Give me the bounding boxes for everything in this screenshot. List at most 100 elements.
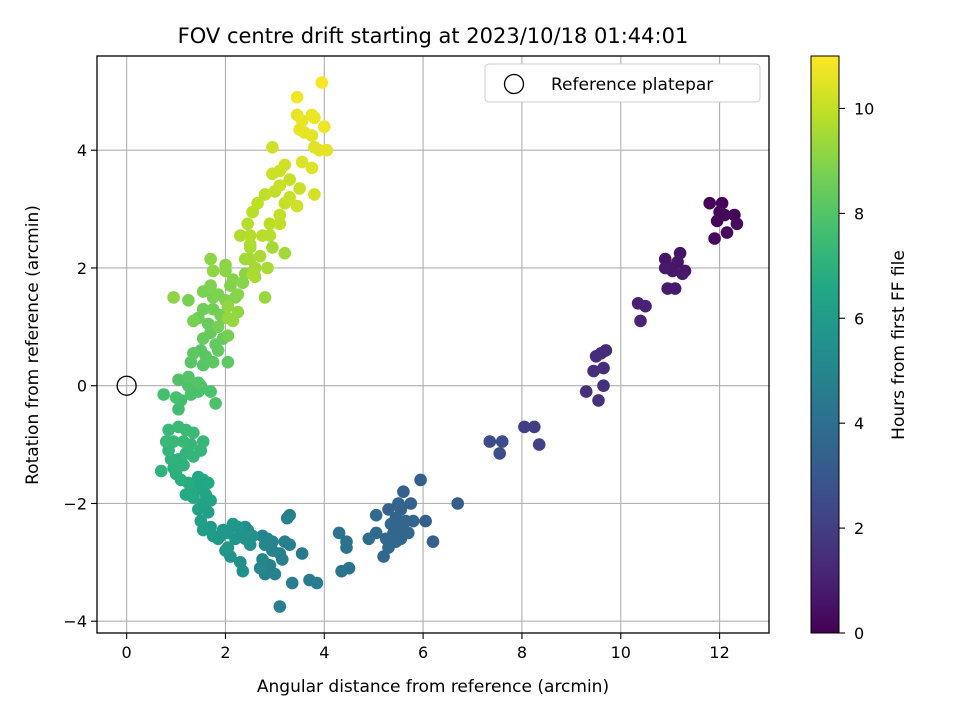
data-point [243,229,257,242]
data-point [266,241,279,254]
data-point [483,435,497,448]
data-point [703,196,716,210]
data-point [318,120,331,133]
data-point [713,205,726,219]
data-point [273,217,287,231]
data-point [730,217,744,231]
data-points [154,76,744,613]
data-point [201,317,215,331]
data-point [305,161,319,175]
data-point [528,420,541,434]
data-point [246,529,259,543]
data-point [283,191,297,204]
data-point [362,532,376,546]
reference-platepar-marker [116,375,137,396]
y-tick-label: 2 [77,259,87,278]
data-point [221,329,235,343]
data-point [273,208,287,222]
data-point [258,188,272,201]
data-point [167,291,180,304]
data-point [206,264,220,278]
data-point [283,173,297,186]
data-point [241,217,254,231]
y-tick-label: −2 [63,494,87,513]
data-point [204,385,217,398]
data-point [172,373,185,387]
data-point [253,249,267,263]
reference-point [116,375,137,396]
data-point [658,261,672,275]
y-tick-label: 0 [77,377,87,396]
data-point [404,497,418,510]
colorbar-tick-label: 4 [854,414,864,433]
data-point [194,514,208,528]
data-point [392,497,405,510]
data-point [221,541,235,554]
data-point [246,267,259,281]
data-point [290,199,304,213]
chart-title: FOV centre drift starting at 2023/10/18 … [178,24,689,48]
data-point [493,447,507,460]
data-point [206,355,220,369]
colorbar-tick-label: 6 [854,309,864,328]
data-point [377,550,390,563]
data-point [518,420,531,434]
colorbar [810,55,840,634]
data-point [182,294,195,307]
data-point [231,288,245,301]
x-tick-label: 0 [122,643,132,662]
data-point [308,188,321,201]
y-axis-ticks: −4 −2 0 2 4 [63,141,97,631]
data-point [201,476,215,490]
data-point [211,344,225,357]
data-point [532,438,546,451]
data-point [187,426,200,440]
legend: Reference platepar [484,63,761,103]
data-point [589,350,603,363]
data-point [280,511,294,525]
data-point [196,302,210,316]
colorbar-tick-label: 0 [854,624,864,643]
data-point [219,258,232,272]
data-point [397,523,410,537]
data-point [720,226,734,239]
data-point [273,600,287,613]
data-point [154,464,168,478]
data-point [315,76,329,89]
y-axis-label: Rotation from reference (arcmin) [23,205,43,485]
data-point [251,196,264,210]
colorbar-label: Hours from first FF file [889,250,909,440]
x-axis-ticks: 0 2 4 6 8 10 12 [122,633,730,662]
data-point [243,252,257,266]
data-point [290,90,304,104]
data-point [406,514,420,528]
data-point [182,379,195,393]
x-axis-label: Angular distance from reference (arcmin) [257,677,609,697]
data-point [308,111,321,125]
data-point [187,314,200,328]
colorbar-tick-label: 8 [854,204,864,223]
data-point [332,526,346,540]
data-point [159,435,173,448]
data-point [639,299,652,313]
data-point [226,273,240,287]
data-point [708,232,721,245]
data-point [177,435,190,448]
colorbar-ticks: 0 2 4 6 8 10 [839,99,874,643]
data-point [258,291,272,304]
data-point [234,556,247,569]
data-point [234,229,247,242]
data-point [278,535,292,548]
legend-marker-icon [503,73,525,95]
data-point [426,535,440,548]
data-point [293,182,306,195]
data-point [290,108,304,122]
data-point [182,370,195,384]
x-tick-label: 10 [611,643,631,662]
data-point [397,485,410,499]
data-point [597,361,610,375]
data-point [668,282,682,295]
data-point [414,473,427,487]
data-point [196,332,210,345]
